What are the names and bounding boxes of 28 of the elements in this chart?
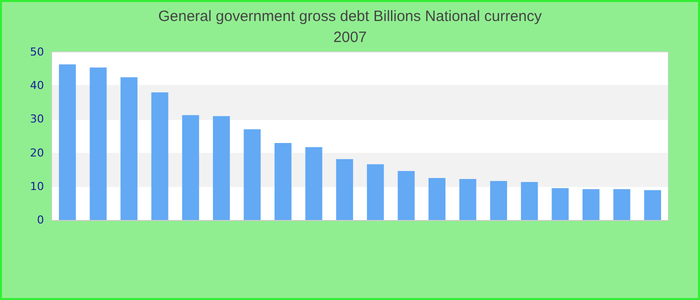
bar (398, 170, 415, 220)
y-tick-label: 10 (30, 180, 44, 193)
bar (520, 182, 538, 220)
bar (58, 64, 76, 220)
bar (244, 129, 261, 220)
bar (366, 164, 384, 220)
bar (428, 178, 446, 220)
bar (151, 92, 168, 220)
y-tick-label: 0 (37, 214, 44, 226)
chart-subtitle: 2007 (333, 29, 367, 46)
bar (552, 188, 569, 220)
bar (582, 189, 600, 220)
y-tick-label: 40 (30, 79, 44, 92)
bar (274, 143, 292, 220)
bar (644, 190, 662, 220)
y-tick-label: 50 (30, 46, 44, 58)
y-tick-label: 30 (30, 112, 44, 126)
bar (490, 181, 508, 220)
bar (613, 189, 630, 220)
bar (212, 116, 230, 220)
bar (305, 147, 322, 220)
y-tick-label: 20 (30, 146, 44, 160)
bar (90, 67, 107, 220)
bar (182, 115, 200, 220)
chart-title: General government gross debt Billions National currency (158, 8, 542, 25)
bar (336, 159, 354, 220)
bar (120, 77, 138, 220)
bar (459, 179, 476, 220)
